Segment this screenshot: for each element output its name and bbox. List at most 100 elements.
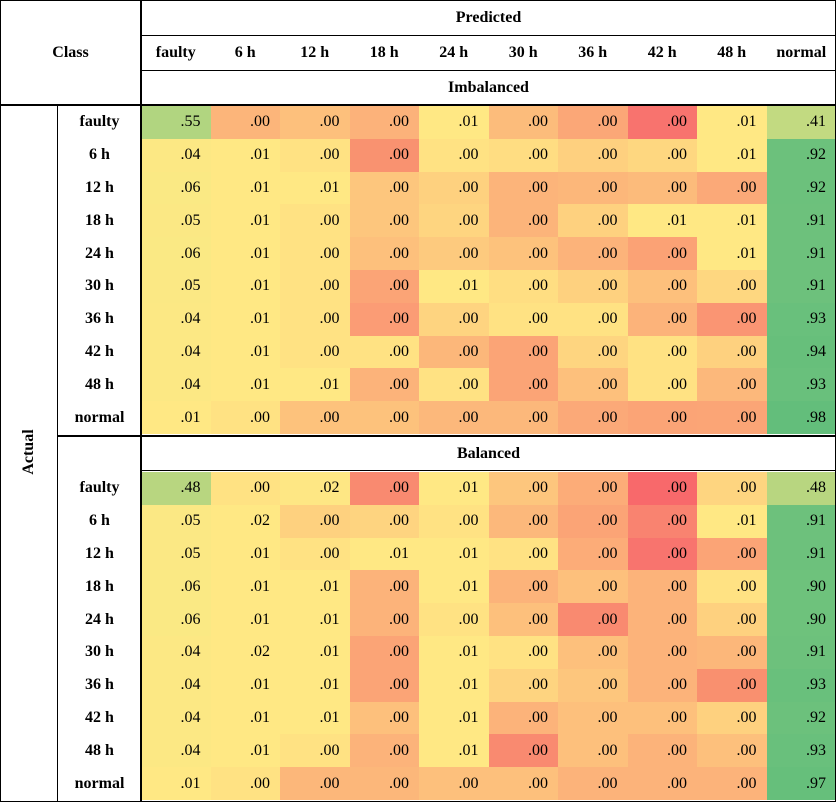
cell: .00	[488, 335, 558, 369]
cell: .00	[627, 270, 697, 303]
predicted-header: Predicted	[455, 8, 522, 26]
row-label: 18 h	[85, 211, 114, 229]
cell: .01	[627, 204, 697, 238]
cell: .00	[627, 106, 697, 139]
cell: .01	[280, 701, 350, 735]
cell: .92	[766, 138, 836, 172]
cell: .01	[141, 401, 211, 434]
cell: .00	[349, 171, 419, 205]
rule	[57, 104, 58, 802]
cell: .00	[558, 270, 628, 303]
cell: .00	[280, 106, 350, 139]
cell: .01	[697, 138, 767, 172]
cell: .00	[697, 734, 767, 768]
cell: .00	[349, 106, 419, 139]
column-header: 30 h	[508, 43, 538, 61]
row-label: 48 h	[85, 375, 114, 393]
row-label: normal	[74, 774, 125, 792]
cell: .01	[419, 570, 489, 604]
cell: .00	[697, 668, 767, 702]
cell: .00	[558, 368, 628, 402]
cell: .00	[488, 237, 558, 270]
cell: .00	[488, 603, 558, 636]
row-label: faulty	[79, 113, 120, 131]
cell: .00	[627, 603, 697, 636]
cell: .04	[141, 636, 211, 669]
cell: .00	[697, 570, 767, 604]
cell: .04	[141, 335, 211, 369]
cell: .91	[766, 504, 836, 538]
cell: .00	[558, 603, 628, 636]
cell: .00	[627, 171, 697, 205]
cell: .00	[349, 472, 419, 505]
row-label: 6 h	[89, 512, 110, 530]
cell: .06	[141, 570, 211, 604]
column-header: 48 h	[717, 43, 747, 61]
cell: .01	[419, 636, 489, 669]
row-label: 6 h	[89, 146, 110, 164]
cell: .00	[697, 472, 767, 505]
cell: .01	[210, 138, 280, 172]
cell: .00	[558, 138, 628, 172]
cell: .00	[558, 237, 628, 270]
cell: .91	[766, 537, 836, 571]
cell: .92	[766, 171, 836, 205]
cell: .00	[349, 668, 419, 702]
cell: .00	[349, 237, 419, 270]
cell: .41	[766, 106, 836, 139]
cell: .01	[697, 504, 767, 538]
cell: .91	[766, 270, 836, 303]
cell: .00	[488, 734, 558, 768]
cell: .01	[697, 106, 767, 139]
cell: .94	[766, 335, 836, 369]
cell: .00	[558, 636, 628, 669]
cell: .00	[210, 106, 280, 139]
cell: .00	[210, 401, 280, 434]
cell: .00	[558, 335, 628, 369]
cell: .01	[419, 270, 489, 303]
row-label: normal	[74, 408, 125, 426]
section-title: Imbalanced	[448, 78, 529, 96]
cell: .00	[419, 767, 489, 800]
column-header: faulty	[155, 43, 196, 61]
cell: .00	[697, 767, 767, 800]
cell: .04	[141, 302, 211, 336]
cell: .93	[766, 734, 836, 768]
cell: .00	[488, 701, 558, 735]
cell: .00	[627, 368, 697, 402]
cell: .00	[697, 636, 767, 669]
cell: .00	[349, 570, 419, 604]
cell: .00	[280, 401, 350, 434]
cell: .00	[349, 335, 419, 369]
cell: .00	[419, 504, 489, 538]
row-label: 48 h	[85, 741, 114, 759]
cell: .01	[419, 106, 489, 139]
cell: .01	[419, 734, 489, 768]
cell: .01	[280, 668, 350, 702]
cell: .93	[766, 368, 836, 402]
cell: .00	[349, 302, 419, 336]
rule	[141, 470, 836, 471]
row-label: faulty	[79, 479, 120, 497]
cell: .00	[488, 368, 558, 402]
cell: .04	[141, 668, 211, 702]
row-label: 12 h	[85, 178, 114, 196]
cell: .01	[210, 734, 280, 768]
cell: .01	[280, 171, 350, 205]
row-label: 42 h	[85, 708, 114, 726]
cell: .00	[488, 504, 558, 538]
cell: .00	[349, 138, 419, 172]
cell: .00	[280, 504, 350, 538]
cell: .00	[419, 138, 489, 172]
cell: .00	[488, 668, 558, 702]
cell: .01	[210, 270, 280, 303]
cell: .00	[558, 472, 628, 505]
cell: .00	[280, 767, 350, 800]
cell: .00	[349, 603, 419, 636]
row-label: 24 h	[85, 610, 114, 628]
cell: .00	[558, 204, 628, 238]
cell: .00	[349, 368, 419, 402]
cell: .91	[766, 636, 836, 669]
cell: .00	[627, 767, 697, 800]
cell: .01	[210, 302, 280, 336]
